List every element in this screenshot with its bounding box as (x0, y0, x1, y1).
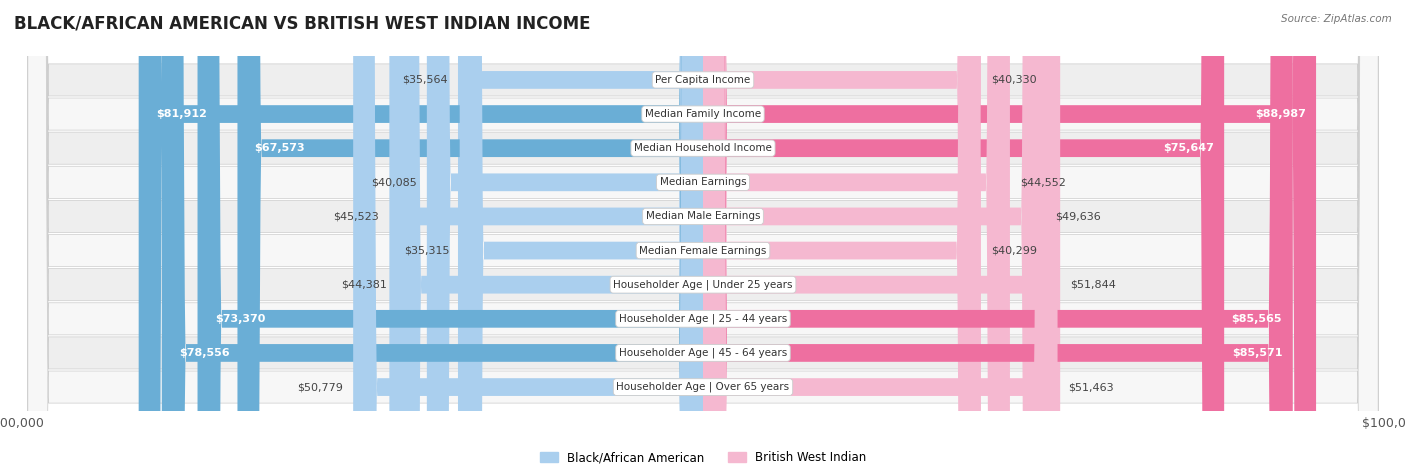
FancyBboxPatch shape (28, 0, 1378, 467)
FancyBboxPatch shape (703, 0, 1057, 467)
FancyBboxPatch shape (28, 0, 1378, 467)
FancyBboxPatch shape (28, 0, 1378, 467)
FancyBboxPatch shape (703, 0, 980, 467)
Text: $67,573: $67,573 (254, 143, 305, 153)
Text: Median Family Income: Median Family Income (645, 109, 761, 119)
FancyBboxPatch shape (28, 0, 1378, 467)
Text: $49,636: $49,636 (1056, 212, 1101, 221)
Text: $73,370: $73,370 (215, 314, 266, 324)
Text: Householder Age | Under 25 years: Householder Age | Under 25 years (613, 279, 793, 290)
FancyBboxPatch shape (28, 0, 1378, 467)
Text: Median Earnings: Median Earnings (659, 177, 747, 187)
Text: BLACK/AFRICAN AMERICAN VS BRITISH WEST INDIAN INCOME: BLACK/AFRICAN AMERICAN VS BRITISH WEST I… (14, 14, 591, 32)
FancyBboxPatch shape (162, 0, 703, 467)
FancyBboxPatch shape (703, 0, 1292, 467)
FancyBboxPatch shape (703, 0, 1225, 467)
Text: $40,085: $40,085 (371, 177, 416, 187)
Text: Householder Age | Over 65 years: Householder Age | Over 65 years (616, 382, 790, 392)
FancyBboxPatch shape (28, 0, 1378, 467)
Text: $78,556: $78,556 (179, 348, 229, 358)
Text: $51,844: $51,844 (1070, 280, 1116, 290)
FancyBboxPatch shape (353, 0, 703, 467)
Text: $40,330: $40,330 (991, 75, 1036, 85)
Text: Source: ZipAtlas.com: Source: ZipAtlas.com (1281, 14, 1392, 24)
Text: $35,564: $35,564 (402, 75, 447, 85)
FancyBboxPatch shape (238, 0, 703, 467)
Text: $44,552: $44,552 (1021, 177, 1066, 187)
Text: $44,381: $44,381 (342, 280, 387, 290)
Text: $85,571: $85,571 (1232, 348, 1282, 358)
Text: Median Female Earnings: Median Female Earnings (640, 246, 766, 255)
FancyBboxPatch shape (703, 0, 1060, 467)
FancyBboxPatch shape (458, 0, 703, 467)
FancyBboxPatch shape (28, 0, 1378, 467)
Text: $88,987: $88,987 (1256, 109, 1306, 119)
FancyBboxPatch shape (28, 0, 1378, 467)
Text: $75,647: $75,647 (1163, 143, 1213, 153)
Text: $35,315: $35,315 (404, 246, 450, 255)
Text: $40,299: $40,299 (991, 246, 1038, 255)
FancyBboxPatch shape (28, 0, 1378, 467)
FancyBboxPatch shape (197, 0, 703, 467)
Text: $51,463: $51,463 (1069, 382, 1114, 392)
FancyBboxPatch shape (703, 0, 1292, 467)
Text: Median Male Earnings: Median Male Earnings (645, 212, 761, 221)
Text: Per Capita Income: Per Capita Income (655, 75, 751, 85)
FancyBboxPatch shape (139, 0, 703, 467)
Text: Median Household Income: Median Household Income (634, 143, 772, 153)
FancyBboxPatch shape (28, 0, 1378, 467)
FancyBboxPatch shape (398, 0, 703, 467)
Text: $50,779: $50,779 (297, 382, 343, 392)
Text: Householder Age | 25 - 44 years: Householder Age | 25 - 44 years (619, 313, 787, 324)
FancyBboxPatch shape (460, 0, 703, 467)
FancyBboxPatch shape (703, 0, 981, 467)
FancyBboxPatch shape (703, 0, 1045, 467)
Text: Householder Age | 45 - 64 years: Householder Age | 45 - 64 years (619, 348, 787, 358)
FancyBboxPatch shape (703, 0, 1010, 467)
FancyBboxPatch shape (389, 0, 703, 467)
FancyBboxPatch shape (427, 0, 703, 467)
Text: $85,565: $85,565 (1232, 314, 1282, 324)
Text: $45,523: $45,523 (333, 212, 380, 221)
FancyBboxPatch shape (703, 0, 1316, 467)
Legend: Black/African American, British West Indian: Black/African American, British West Ind… (536, 446, 870, 467)
Text: $81,912: $81,912 (156, 109, 207, 119)
